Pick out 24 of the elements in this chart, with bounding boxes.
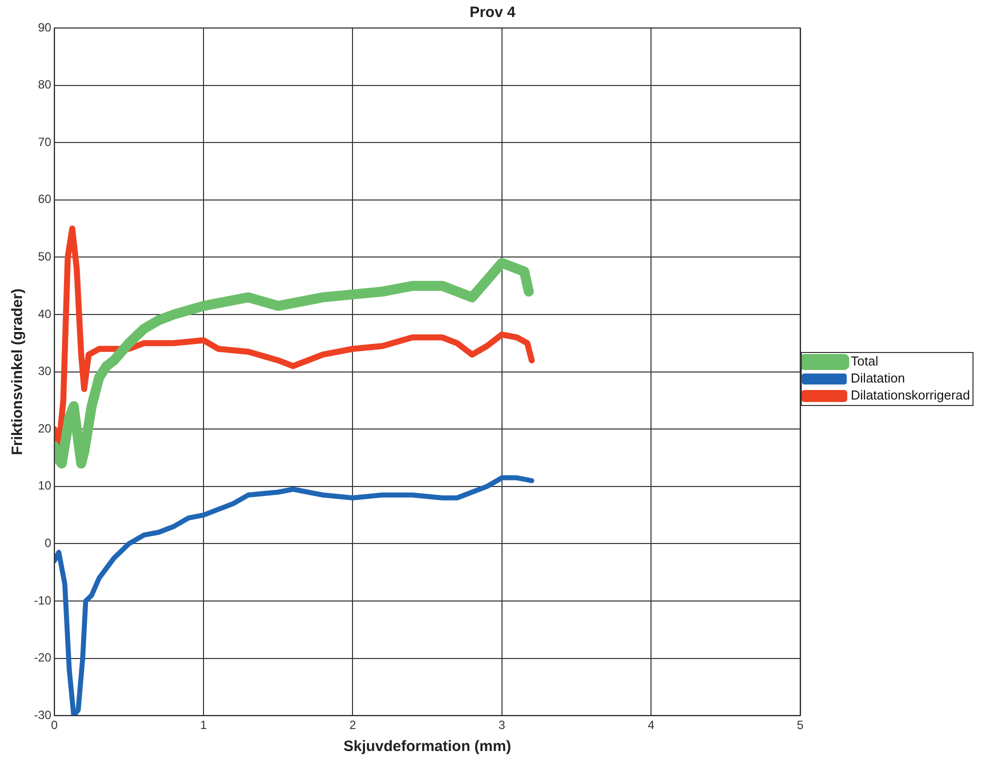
legend-label: Dilatationskorrigerad — [850, 388, 970, 403]
y-tick-label: -30 — [34, 708, 52, 722]
y-tick-label: -10 — [34, 593, 52, 608]
y-tick-label: 60 — [38, 192, 52, 206]
y-tick-label: 80 — [38, 78, 52, 92]
x-tick-label: 4 — [648, 718, 655, 732]
x-axis-title: Skjuvdeformation (mm) — [344, 738, 512, 756]
y-tick-label: 0 — [44, 536, 52, 550]
y-tick-label: 70 — [38, 134, 52, 149]
chart-title: Prov 4 — [470, 4, 516, 22]
y-tick-label: 10 — [38, 478, 52, 493]
y-axis-title: Friktionsvinkel (grader) — [9, 288, 26, 456]
x-tick-label: 2 — [349, 718, 356, 732]
y-tick-label: 30 — [38, 364, 52, 378]
y-tick-label: -20 — [34, 650, 52, 665]
x-tick-label: 1 — [200, 718, 208, 732]
y-tick-label: 40 — [38, 306, 52, 321]
legend-label: Total — [850, 354, 878, 369]
legend-label: Dilatation — [850, 370, 905, 386]
y-tick-label: 50 — [38, 250, 52, 264]
y-tick-label: 20 — [38, 421, 52, 436]
y-tick-label: 90 — [38, 20, 52, 34]
x-tick-label: 3 — [498, 718, 506, 732]
x-tick-label: 5 — [796, 718, 804, 732]
